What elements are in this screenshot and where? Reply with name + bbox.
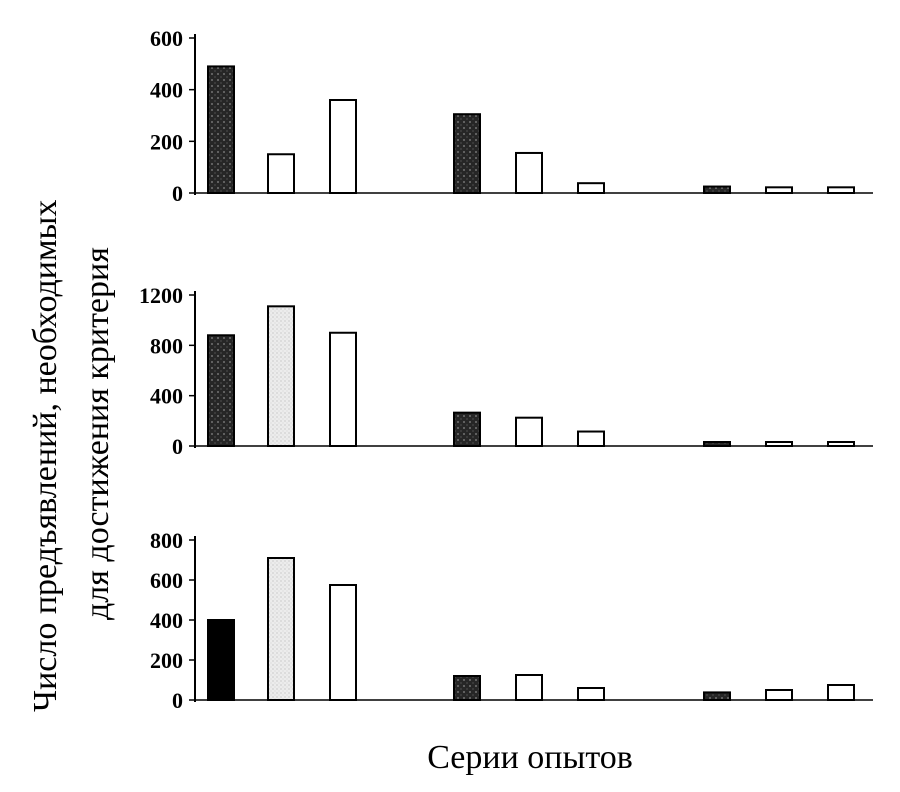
y-tick-label: 400 [150, 78, 183, 103]
bar-group-1-bar-2 [267, 305, 295, 448]
y-tick-label: 0 [172, 181, 183, 206]
bar-group-3-bar-1 [703, 185, 731, 195]
bar-group-2-bar-2 [515, 151, 543, 194]
bar-group-3-bar-2 [765, 441, 793, 447]
bar-group-1-bar-2 [267, 557, 295, 701]
panel-1: 0 200 400 600 [150, 26, 873, 206]
y-tick-label: 0 [172, 688, 183, 713]
bar-group-3-bar-3 [827, 684, 855, 701]
y-tick-label: 1200 [139, 283, 183, 308]
bar-group-3-bar-2 [765, 689, 793, 701]
bar-group-2-bar-1 [453, 113, 481, 194]
y-tick-label: 600 [150, 568, 183, 593]
y-tick-label: 0 [172, 434, 183, 459]
y-tick-label: 800 [150, 528, 183, 553]
y-tick-label: 200 [150, 648, 183, 673]
panel-2: 0 400 800 1200 [139, 283, 873, 459]
bar-group-3-bar-1 [703, 441, 731, 447]
bar-group-1-bar-1 [207, 65, 235, 194]
bar-group-2-bar-2 [515, 416, 543, 447]
bar-group-3-bar-1 [703, 691, 731, 702]
y-axis-title-line-1: Число предъявлений, необходимых [27, 200, 64, 712]
bar-group-3-bar-2 [765, 186, 793, 194]
y-axis-title-line-2: для достижения критерия [79, 247, 116, 620]
bar-group-1-bar-2 [267, 153, 295, 194]
panel-3: 0 200 400 600 800 [150, 528, 873, 713]
bar-group-2-bar-1 [453, 675, 481, 701]
y-tick-label: 400 [150, 608, 183, 633]
bar-group-3-bar-3 [827, 186, 855, 194]
x-axis-title: Серии опытов [427, 739, 633, 776]
bar-group-2-bar-3 [577, 430, 605, 448]
bar-group-2-bar-1 [453, 411, 481, 448]
y-tick-label: 800 [150, 333, 183, 358]
bar-group-1-bar-1 [207, 619, 235, 701]
y-tick-label: 600 [150, 26, 183, 51]
bar-group-1-bar-1 [207, 334, 235, 447]
bar-group-3-bar-3 [827, 441, 855, 447]
y-tick-label: 200 [150, 129, 183, 154]
bar-group-1-bar-3 [329, 584, 357, 701]
bar-group-1-bar-3 [329, 331, 357, 447]
bar-group-1-bar-3 [329, 99, 357, 194]
y-tick-label: 400 [150, 384, 183, 409]
bar-group-2-bar-3 [577, 182, 605, 195]
bar-group-2-bar-3 [577, 687, 605, 701]
chart-panels: 0 200 400 600 0 400 800 1200 0 200 400 600 800 [139, 26, 873, 713]
bar-group-2-bar-2 [515, 674, 543, 701]
